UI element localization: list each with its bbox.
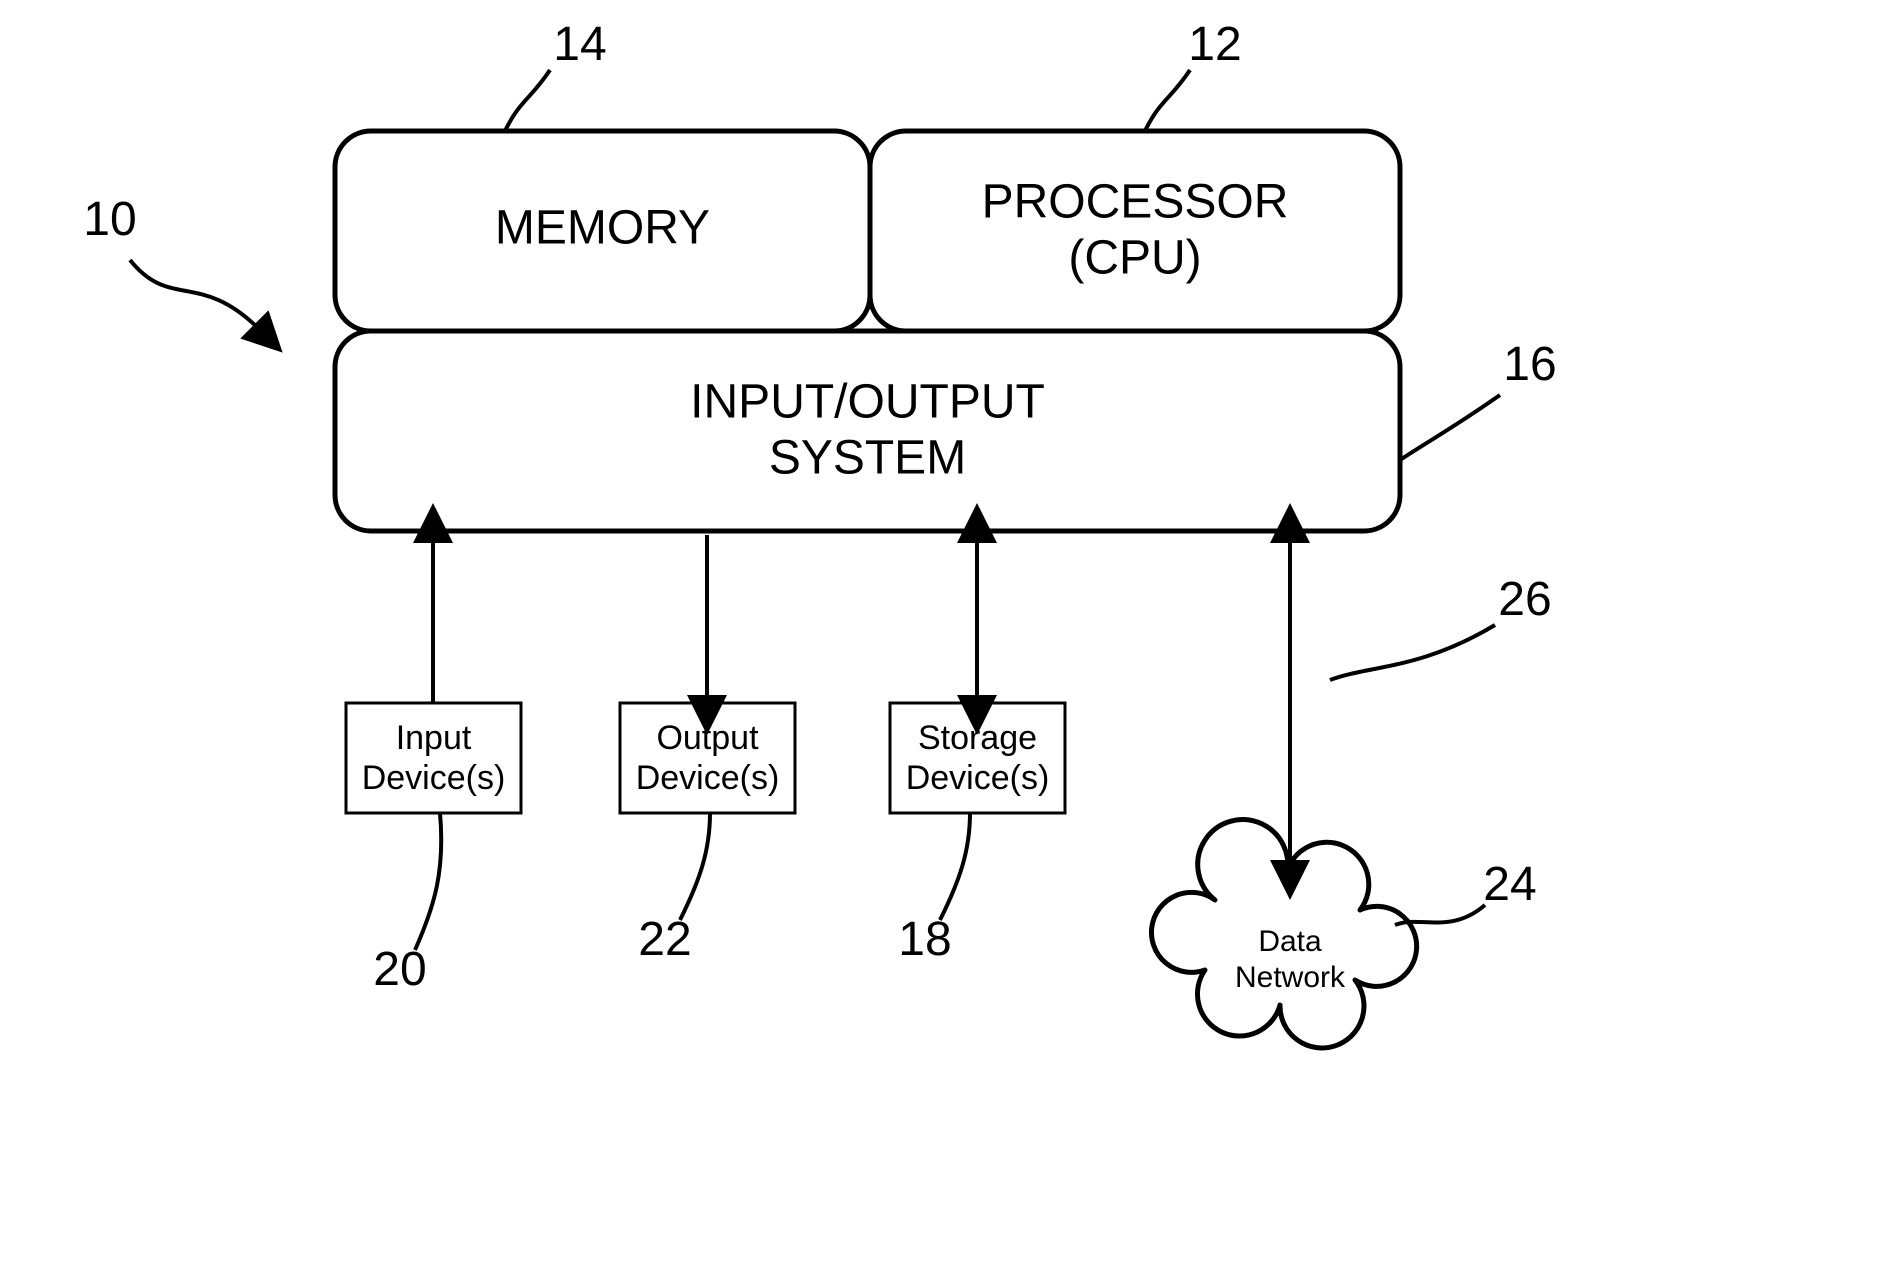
ref-14: 14	[553, 18, 606, 71]
leader-l20	[415, 813, 441, 950]
ref-18: 18	[898, 913, 951, 966]
storage-device-box-label-2: Device(s)	[906, 759, 1050, 797]
ref-12: 12	[1188, 18, 1241, 71]
cloud-label-2: Network	[1235, 961, 1346, 994]
leader-l24	[1395, 905, 1485, 925]
data-network-cloud: DataNetwork	[1151, 820, 1416, 1048]
output-device-box-label-1: Output	[656, 719, 759, 757]
ref-26: 26	[1498, 573, 1551, 626]
ref-24: 24	[1483, 858, 1536, 911]
processor-label-2: (CPU)	[1068, 232, 1201, 285]
leader-l18	[940, 813, 970, 920]
leader-l22	[680, 813, 710, 920]
input-device-box-label-2: Device(s)	[362, 759, 506, 797]
processor-label-1: PROCESSOR	[982, 176, 1289, 229]
input-device-box-label-1: Input	[396, 719, 472, 757]
cloud-label-1: Data	[1258, 925, 1322, 958]
leader-l26	[1330, 625, 1495, 680]
leader-l14	[505, 70, 550, 131]
storage-device-box: StorageDevice(s)	[890, 703, 1065, 813]
ref-16: 16	[1503, 338, 1556, 391]
leader-l10	[130, 260, 260, 330]
leader-l16	[1400, 395, 1500, 460]
processor-box: PROCESSOR(CPU)	[870, 131, 1400, 331]
io-label-2: SYSTEM	[769, 432, 966, 485]
storage-device-box-label-1: Storage	[918, 719, 1037, 757]
output-device-box: OutputDevice(s)	[620, 703, 795, 813]
memory-label: MEMORY	[495, 202, 710, 255]
ref-10: 10	[83, 193, 136, 246]
ref-22: 22	[638, 913, 691, 966]
output-device-box-label-2: Device(s)	[636, 759, 780, 797]
input-device-box: InputDevice(s)	[346, 703, 521, 813]
io-system-box: INPUT/OUTPUTSYSTEM	[335, 331, 1400, 531]
memory-box: MEMORY	[335, 131, 870, 331]
leader-l12	[1145, 70, 1190, 131]
io-label-1: INPUT/OUTPUT	[690, 376, 1045, 429]
ref-20: 20	[373, 943, 426, 996]
